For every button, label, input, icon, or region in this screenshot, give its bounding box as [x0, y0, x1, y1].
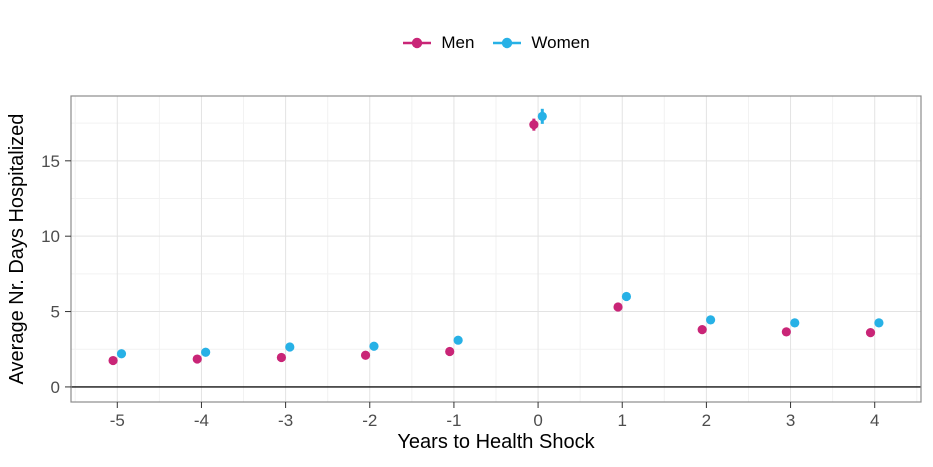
svg-text:-5: -5	[110, 411, 125, 430]
legend: Men Women	[71, 30, 921, 56]
x-axis-title: Years to Health Shock	[397, 431, 595, 453]
svg-text:-4: -4	[194, 411, 209, 430]
legend-item-men: Men	[402, 33, 474, 53]
men-pointrange-icon	[403, 37, 432, 49]
svg-text:10: 10	[41, 227, 60, 246]
legend-item-women: Women	[492, 33, 590, 53]
legend-label-women: Women	[531, 33, 590, 52]
svg-text:5: 5	[51, 303, 60, 322]
svg-text:15: 15	[41, 152, 60, 171]
svg-text:-3: -3	[278, 411, 293, 430]
legend-label-men: Men	[441, 33, 475, 52]
svg-text:-1: -1	[446, 411, 461, 430]
svg-text:0: 0	[533, 411, 542, 430]
svg-text:4: 4	[870, 411, 879, 430]
svg-text:-2: -2	[362, 411, 377, 430]
svg-text:0: 0	[51, 378, 60, 397]
svg-text:1: 1	[618, 411, 627, 430]
svg-text:3: 3	[786, 411, 795, 430]
women-pointrange-icon	[493, 37, 522, 49]
svg-text:2: 2	[702, 411, 711, 430]
